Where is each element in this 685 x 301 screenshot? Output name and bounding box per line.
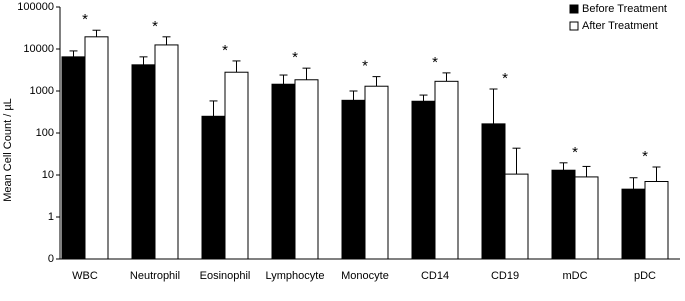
x-tick-label: pDC [634, 270, 656, 282]
significance-marker: * [432, 54, 438, 71]
bar [481, 123, 506, 260]
x-tick-label: Lymphocyte [266, 270, 325, 282]
legend-label: After Treatment [582, 20, 658, 32]
x-tick-label: Monocyte [341, 270, 389, 282]
bar [504, 173, 529, 260]
bar [201, 115, 226, 260]
bar [364, 85, 389, 260]
x-tick-label: mDC [562, 270, 587, 282]
bar [434, 80, 459, 260]
y-tick-label: 1 [48, 211, 54, 223]
bar [131, 64, 156, 260]
bar [411, 100, 436, 260]
significance-marker: * [222, 42, 228, 59]
significance-marker: * [572, 144, 578, 161]
legend-swatch [569, 21, 579, 31]
significance-marker: * [152, 18, 158, 35]
x-tick-label: CD19 [491, 270, 519, 282]
significance-marker: * [292, 49, 298, 66]
y-axis-label: Mean Cell Count / µL [2, 98, 14, 202]
x-tick-label: WBC [72, 270, 98, 282]
legend-label: Before Treatment [582, 3, 667, 15]
x-tick-label: CD14 [421, 270, 449, 282]
significance-marker: * [82, 11, 88, 28]
bar [224, 71, 249, 260]
significance-marker: * [502, 70, 508, 87]
legend-swatch [569, 4, 579, 14]
x-tick-label: Neutrophil [130, 270, 180, 282]
y-tick-label: 1000 [30, 85, 54, 97]
y-tick-label: 10 [42, 169, 54, 181]
significance-marker: * [362, 58, 368, 75]
bar [61, 56, 86, 260]
x-tick-label: Eosinophil [200, 270, 251, 282]
bar [271, 83, 296, 260]
y-tick-label: 0 [48, 253, 54, 265]
bar [84, 36, 109, 260]
bar [621, 188, 646, 260]
bar [644, 181, 669, 260]
bar [154, 44, 179, 260]
y-tick-label: 10000 [23, 43, 54, 55]
y-tick-label: 100 [36, 127, 54, 139]
bar [551, 169, 576, 260]
y-tick-label: 100000 [17, 1, 54, 13]
bar [294, 79, 319, 260]
bar [341, 99, 366, 260]
significance-marker: * [642, 148, 648, 165]
bar [574, 176, 599, 260]
